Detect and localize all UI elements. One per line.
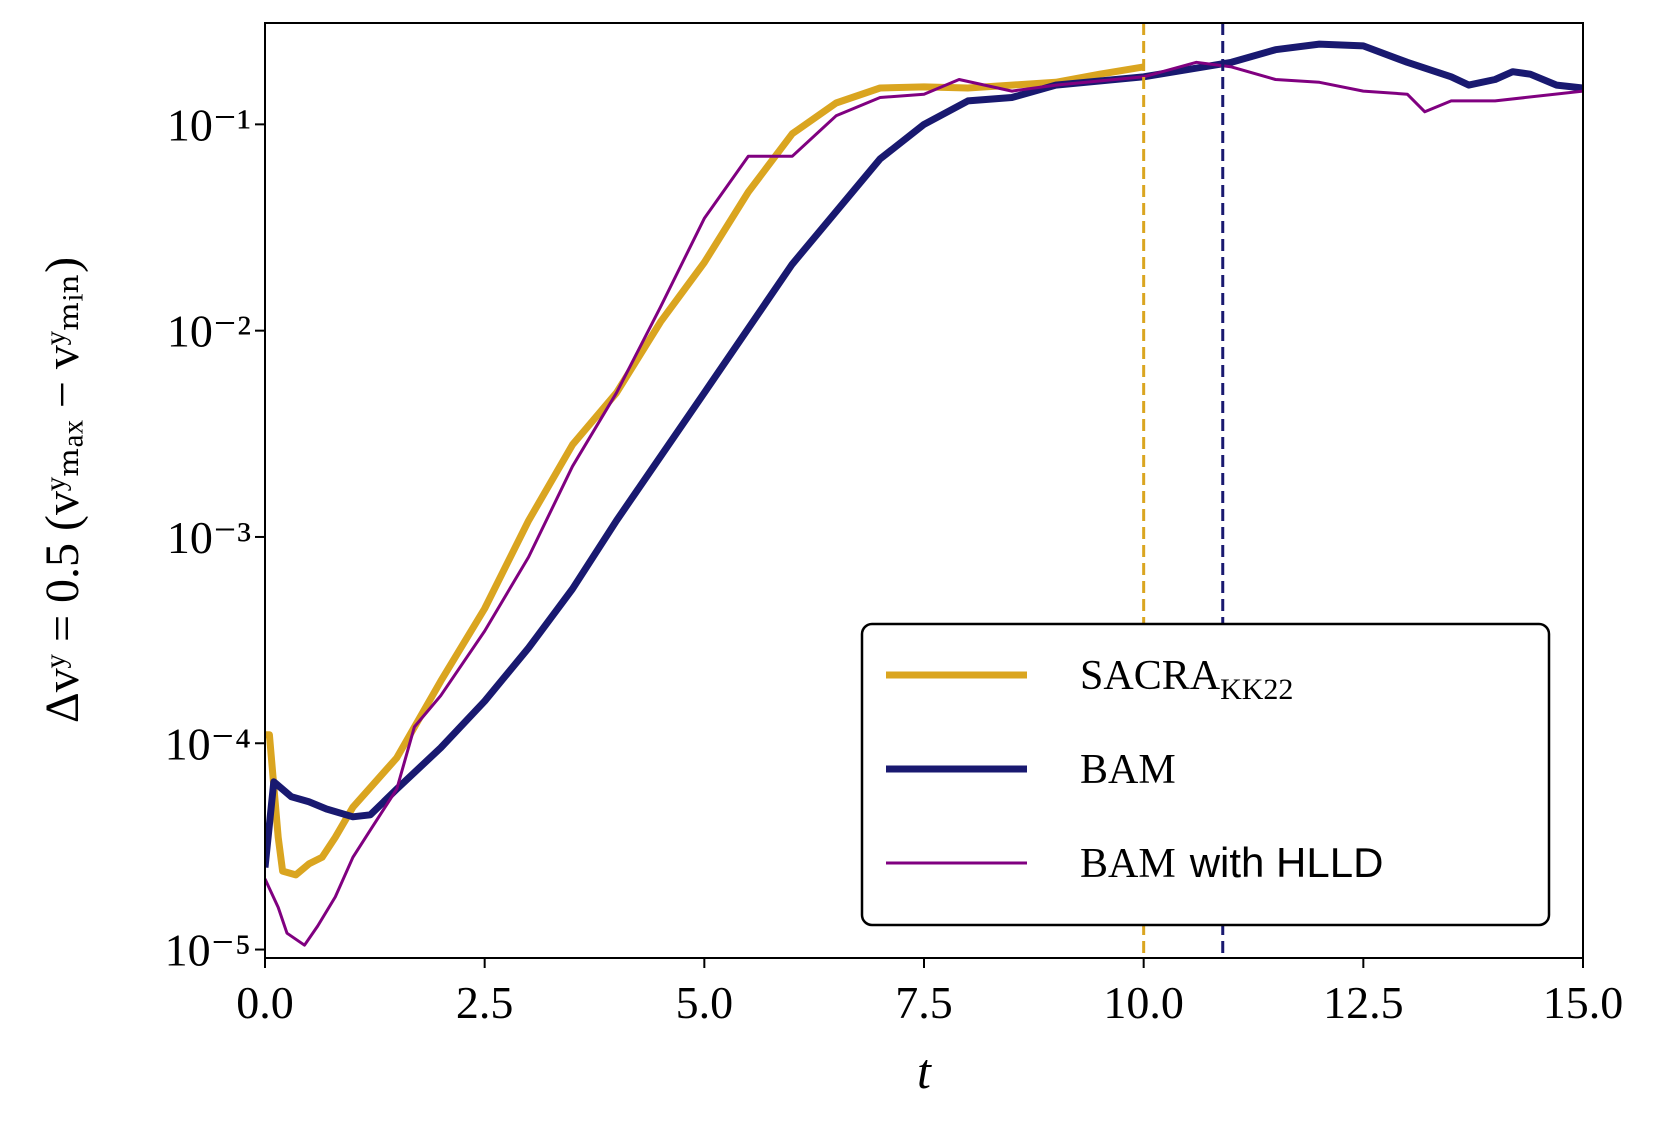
y-tick-label: 10⁻³ — [167, 512, 251, 563]
x-tick-label: 15.0 — [1543, 977, 1624, 1028]
legend-subscript: KK22 — [1220, 673, 1293, 706]
series-line — [265, 60, 1583, 947]
legend-label: BAM with HLLD — [1080, 839, 1383, 887]
legend-box — [860, 622, 1551, 927]
legend-label: SACRAKK22 — [1080, 653, 1293, 706]
y-tick-label: 10⁻⁵ — [165, 925, 251, 976]
x-tick-label: 2.5 — [456, 977, 514, 1028]
x-tick-label: 5.0 — [676, 977, 734, 1028]
y-axis-label: Δvʸ = 0.5 (vʸₘₐₓ − vʸₘᵢₙ) — [36, 257, 89, 723]
series-line — [265, 40, 1583, 868]
legend-name: SACRA — [1080, 653, 1221, 699]
legend-name: BAM — [1080, 841, 1176, 887]
x-tick-label: 12.5 — [1323, 977, 1404, 1028]
plot-lines — [265, 40, 1583, 947]
x-tick-label: 10.0 — [1103, 977, 1184, 1028]
y-tick-label: 10⁻¹ — [167, 99, 251, 150]
x-axis-label: t — [917, 1043, 932, 1099]
y-tick-label: 10⁻⁴ — [165, 718, 251, 769]
legend-suffix: with HLLD — [1189, 839, 1384, 886]
legend-name: BAM — [1080, 747, 1176, 793]
x-tick-label: 7.5 — [895, 977, 953, 1028]
legend-label: BAM — [1080, 747, 1176, 793]
series-line — [265, 63, 1145, 879]
y-tick-label: 10⁻² — [167, 306, 251, 357]
plot-frame — [264, 22, 1584, 959]
x-tick-label: 0.0 — [236, 977, 294, 1028]
